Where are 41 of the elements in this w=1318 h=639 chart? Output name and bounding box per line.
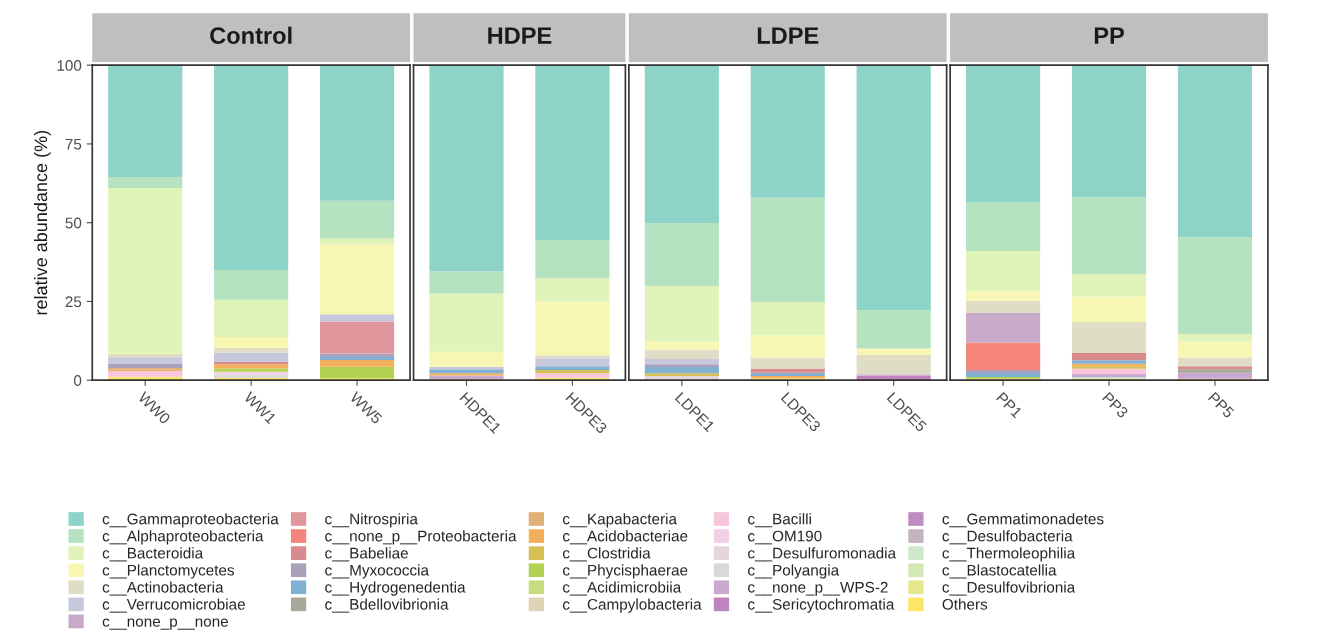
legend-label: c__Gammaproteobacteria (102, 513, 279, 528)
legend-label: c__Acidobacteriae (562, 530, 688, 545)
legend-label: c__Desulfobacteria (942, 530, 1073, 545)
legend-label: c__Verrucomicrobiae (102, 598, 245, 613)
legend-label: c__Babeliae (325, 547, 408, 562)
chart-title: LDPE (757, 27, 819, 44)
legend-label: c__Thermoleophilia (942, 547, 1076, 562)
legend-label: Others (942, 598, 988, 610)
legend-label: c__Desulfovibrionia (942, 581, 1076, 596)
y-tick-label: 25 (65, 296, 82, 308)
legend-label: c__Kapabacteria (562, 513, 677, 528)
legend-label: c__none_p__Proteobacteria (325, 530, 517, 545)
y-tick-label: 75 (65, 138, 82, 150)
legend-label: c__Hydrogenedentia (325, 581, 466, 596)
legend-label: c__Desulfuromonadia (748, 547, 897, 562)
legend-label: c__Clostridia (562, 547, 651, 562)
legend-label: c__none_p__none (102, 618, 228, 630)
legend-label: c__Nitrospiria (325, 513, 418, 528)
legend-label: c__Sericytochromatia (748, 598, 895, 613)
legend-label: c__OM190 (748, 530, 822, 545)
legend-label: c__Gemmatimonadetes (942, 513, 1104, 528)
legend-label: c__Phycisphaerae (562, 564, 688, 579)
legend-label: c__Blastocatellia (942, 564, 1057, 579)
legend-label: c__Myxococcia (325, 564, 429, 579)
legend-label: c__Planctomycetes (102, 564, 235, 579)
legend-label: c__Acidimicrobiia (562, 581, 682, 596)
y-axis-title: relative abundance (%) (33, 130, 51, 315)
legend-label: c__Actinobacteria (102, 581, 224, 596)
legend-label: c__none_p__WPS-2 (748, 581, 888, 596)
chart-title: HDPE (488, 27, 552, 44)
legend-label: c__Polyangia (748, 564, 840, 579)
y-tick-label: 100 (57, 60, 82, 71)
legend-label: c__Alphaproteobacteria (102, 530, 264, 545)
legend-label: c__Campylobacteria (562, 598, 702, 613)
y-tick-label: 50 (65, 217, 82, 229)
legend-label: c__Bacteroidia (102, 547, 204, 562)
chart-title: Control (210, 26, 292, 44)
legend-label: c__Bdellovibrionia (325, 598, 449, 613)
chart-title: PP (1094, 27, 1124, 44)
y-tick-label: 0 (73, 375, 82, 386)
legend-label: c__Bacilli (748, 513, 811, 528)
